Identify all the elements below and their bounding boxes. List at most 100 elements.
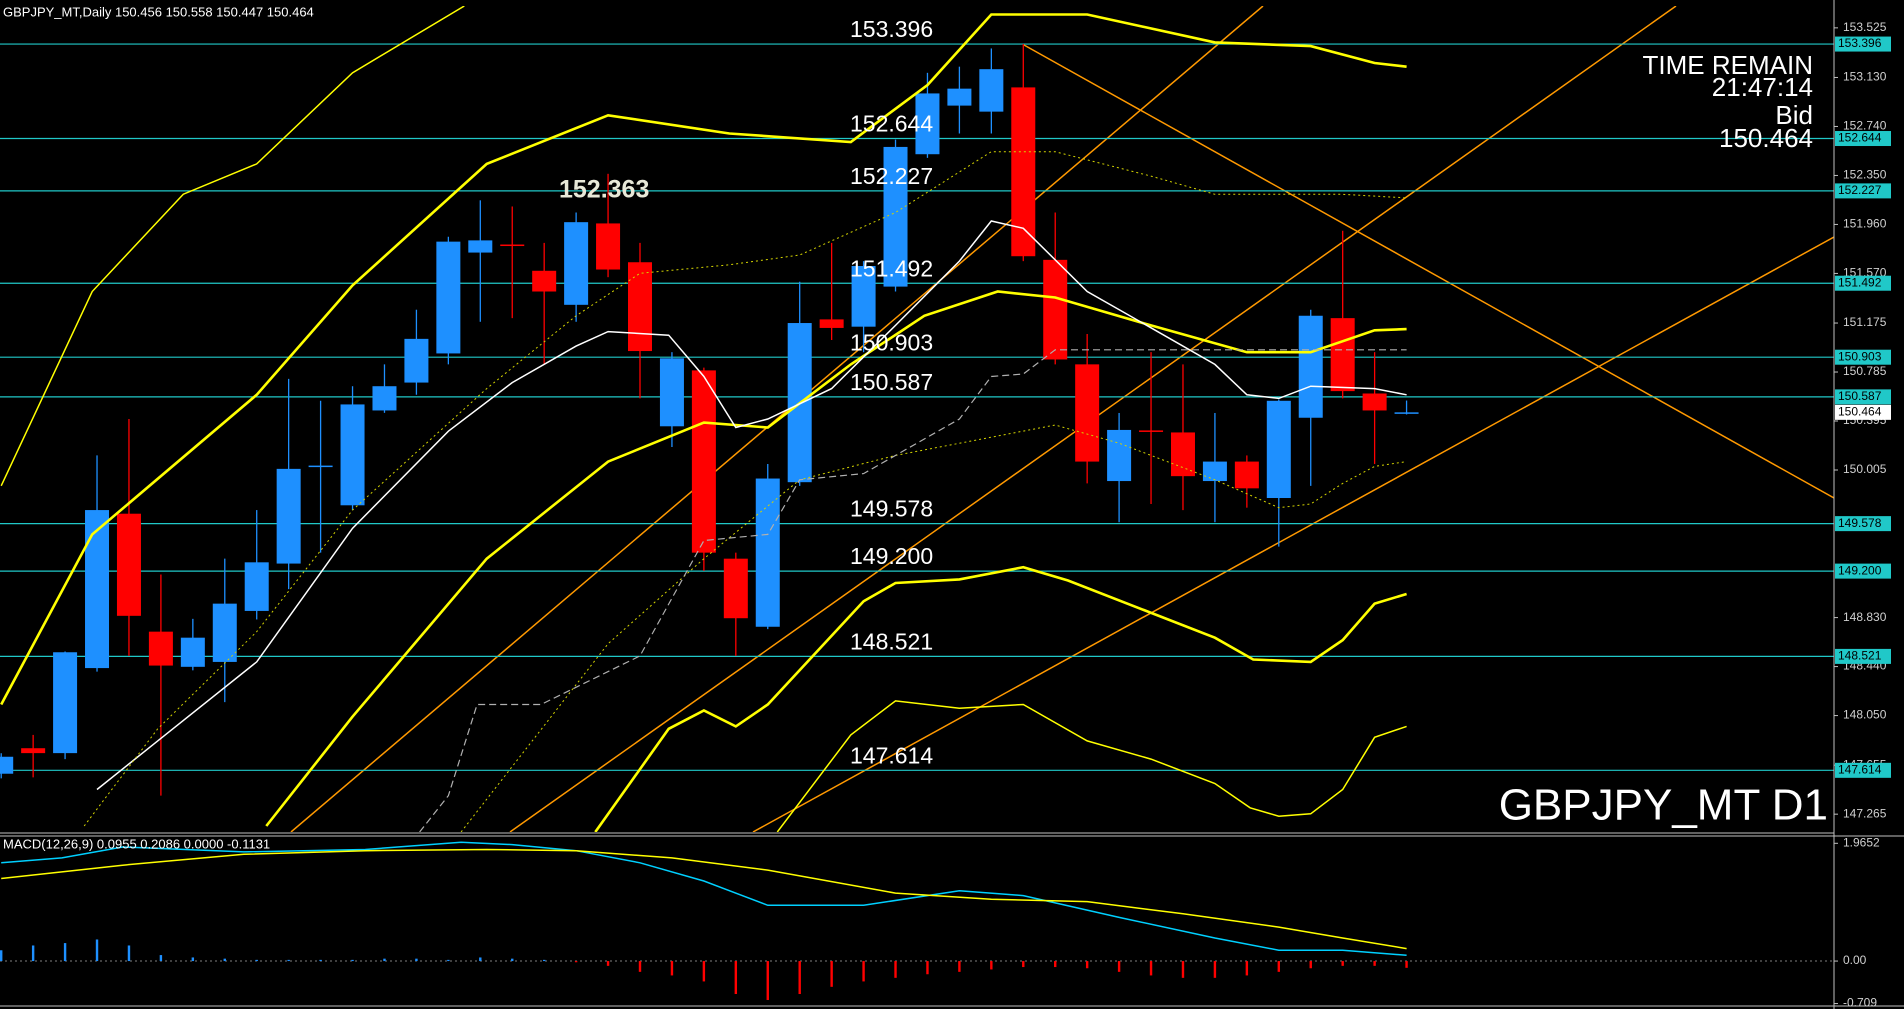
macd-plot: [0, 841, 1834, 1001]
y-tick-label: 147.265: [1843, 806, 1887, 820]
y-tick-label: 153.130: [1843, 70, 1887, 84]
candle-body: [1011, 87, 1036, 257]
candle-body: [53, 652, 78, 754]
candle-body: [755, 478, 780, 627]
histogram-bar: [862, 961, 865, 982]
chart-title: GBPJPY_MT,Daily 150.456 150.558 150.447 …: [3, 4, 314, 19]
histogram-bar: [0, 950, 3, 962]
level-box-label: 152.644: [1838, 131, 1882, 145]
indicator-line: [96, 220, 1407, 791]
level-box: [1835, 131, 1891, 147]
y-tick-label: 152.350: [1843, 168, 1887, 182]
candle-body: [468, 240, 493, 253]
y-tick-label: 148.050: [1843, 708, 1887, 722]
candle-body: [564, 222, 589, 305]
y-tick-label: 150.005: [1843, 462, 1887, 476]
histogram-bar: [798, 961, 801, 995]
candle-body: [340, 404, 365, 506]
histogram-bar: [830, 961, 833, 987]
candle-body: [372, 386, 397, 411]
candle-body: [947, 88, 972, 106]
candle-body: [1394, 412, 1419, 414]
histogram-bar: [415, 958, 418, 962]
level-box-label: 153.396: [1838, 36, 1882, 50]
time-remain: 21:47:14: [1712, 72, 1813, 102]
level-box-label: 147.614: [1838, 762, 1882, 776]
histogram-bar: [127, 945, 131, 962]
histogram-bar: [894, 961, 897, 978]
histogram-bar: [1181, 961, 1185, 978]
candle-body: [979, 69, 1004, 112]
histogram-bar: [766, 961, 769, 1001]
candle-body: [212, 603, 237, 662]
histogram-bar: [702, 961, 706, 982]
candle-body: [436, 241, 461, 354]
level-box: [1835, 389, 1891, 405]
macd-line: [1, 841, 1407, 957]
y-tick-label: -0.709: [1843, 996, 1877, 1009]
histogram-bar: [511, 958, 514, 962]
macd-title: MACD(12,26,9) 0.0955 0.2086 0.0000 -0.11…: [3, 836, 270, 851]
level-label: 147.614: [850, 742, 933, 768]
level-box: [1835, 648, 1891, 664]
candle-body: [1170, 432, 1195, 477]
level-label: 148.521: [850, 628, 933, 654]
y-tick-label: 151.175: [1843, 315, 1887, 329]
histogram-bar: [351, 959, 354, 962]
histogram-bar: [223, 958, 226, 962]
histogram-bar: [287, 959, 290, 962]
histogram-bar: [1085, 961, 1089, 969]
level-label: 150.587: [850, 369, 933, 395]
histogram-bar: [1309, 961, 1312, 969]
level-box-label: 150.587: [1838, 389, 1882, 403]
symbol-label: GBPJPY_MT D1: [1499, 781, 1828, 830]
candle-body: [1362, 393, 1387, 411]
candle-body: [1234, 461, 1259, 489]
histogram-bar: [159, 955, 163, 962]
trend-line: [752, 236, 1834, 832]
candle-body: [723, 558, 748, 619]
level-box: [1835, 275, 1891, 291]
level-box-label: 150.903: [1838, 349, 1882, 363]
indicator-line: [419, 349, 1407, 832]
histogram-bar: [1117, 961, 1121, 972]
candle-body: [915, 93, 940, 155]
high-annotation: 152.363: [559, 176, 649, 204]
histogram-bar: [447, 959, 450, 962]
candle-body: [276, 468, 301, 564]
indicator-line: [0, 6, 465, 487]
candle-body: [1107, 429, 1132, 482]
level-box-label: 151.492: [1838, 275, 1882, 289]
trend-line: [1023, 44, 1834, 499]
candle-body: [85, 510, 110, 669]
level-box: [1835, 563, 1891, 579]
indicator-line: [460, 424, 1407, 832]
y-tick-label: 151.960: [1843, 217, 1887, 231]
histogram-bar: [1213, 961, 1217, 978]
y-tick-label: 153.525: [1843, 20, 1887, 34]
level-label: 152.644: [850, 111, 933, 137]
bid-label: Bid: [1775, 100, 1813, 130]
y-tick-label: 150.785: [1843, 364, 1887, 378]
histogram-bar: [479, 957, 482, 962]
candle-body: [1266, 400, 1291, 499]
y-tick-label: 1.9652: [1843, 835, 1880, 849]
macd-line: [1, 848, 1407, 950]
histogram-bar: [1277, 961, 1280, 972]
histogram-bar: [606, 961, 610, 966]
level-box: [1835, 349, 1891, 365]
level-label: 149.200: [850, 543, 933, 569]
indicator-line: [594, 565, 1407, 832]
candle-body: [180, 637, 205, 667]
y-tick-label: 0.00: [1843, 953, 1867, 967]
level-label: 149.578: [850, 496, 933, 522]
indicator-line: [0, 13, 1407, 706]
histogram-bar: [1405, 961, 1408, 968]
candle-body: [1043, 259, 1068, 360]
histogram-bar: [383, 958, 386, 962]
bid-box-label: 150.464: [1838, 405, 1882, 419]
candle-body: [819, 319, 844, 328]
histogram-bar: [574, 961, 578, 963]
